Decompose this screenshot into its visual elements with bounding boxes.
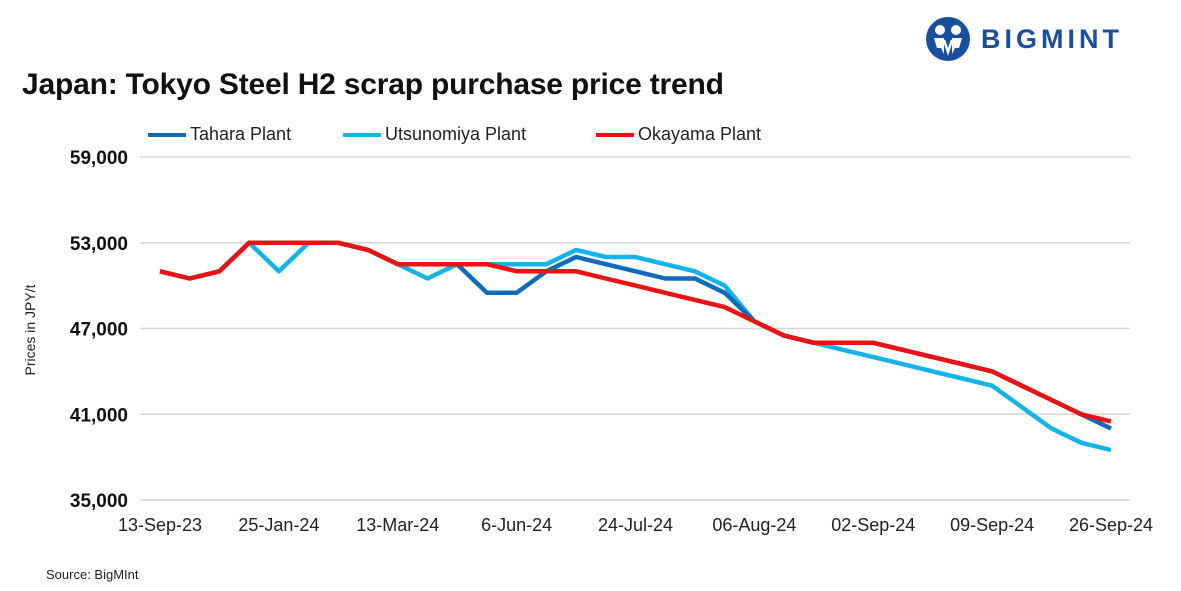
- x-tick-label: 6-Jun-24: [481, 515, 552, 535]
- legend-label: Tahara Plant: [190, 124, 292, 144]
- series-line-utsunomiya-plant: [159, 240, 1112, 453]
- legend-swatch: [343, 132, 381, 137]
- x-tick-label: 26-Sep-24: [1069, 515, 1153, 535]
- x-tick-label: 02-Sep-24: [831, 515, 915, 535]
- y-tick-label: 41,000: [70, 405, 128, 426]
- series-line-tahara-plant: [159, 240, 1112, 431]
- y-tick-label: 53,000: [70, 234, 128, 255]
- bigmint-logo: BIGMINT: [925, 16, 1123, 62]
- chart-title: Japan: Tokyo Steel H2 scrap purchase pri…: [22, 68, 724, 101]
- y-tick-label: 59,000: [70, 148, 128, 169]
- x-tick-label: 13-Mar-24: [356, 515, 439, 535]
- logo-icon: [926, 17, 970, 61]
- legend-item-tahara: Tahara Plant: [148, 124, 291, 145]
- legend-item-utsunomiya: Utsunomiya Plant: [343, 124, 526, 145]
- x-tick-label: 06-Aug-24: [712, 515, 796, 535]
- y-tick-label: 47,000: [70, 320, 128, 341]
- legend-swatch: [596, 132, 634, 137]
- legend-label: Okayama Plant: [638, 124, 762, 144]
- legend-item-okayama: Okayama Plant: [596, 124, 761, 145]
- x-tick-label: 25-Jan-24: [238, 515, 319, 535]
- series-line-okayama-plant: [159, 240, 1112, 424]
- source-note: Source: BigMInt: [46, 567, 139, 582]
- y-tick-label: 35,000: [70, 491, 128, 512]
- x-tick-label: 13-Sep-23: [118, 515, 202, 535]
- legend-label: Utsunomiya Plant: [385, 124, 527, 144]
- y-axis-label: Prices in JPY/t: [22, 284, 38, 375]
- legend-swatch: [148, 132, 186, 137]
- x-tick-label: 24-Jul-24: [598, 515, 673, 535]
- x-tick-label: 09-Sep-24: [950, 515, 1034, 535]
- logo-text: BIGMINT: [981, 23, 1123, 54]
